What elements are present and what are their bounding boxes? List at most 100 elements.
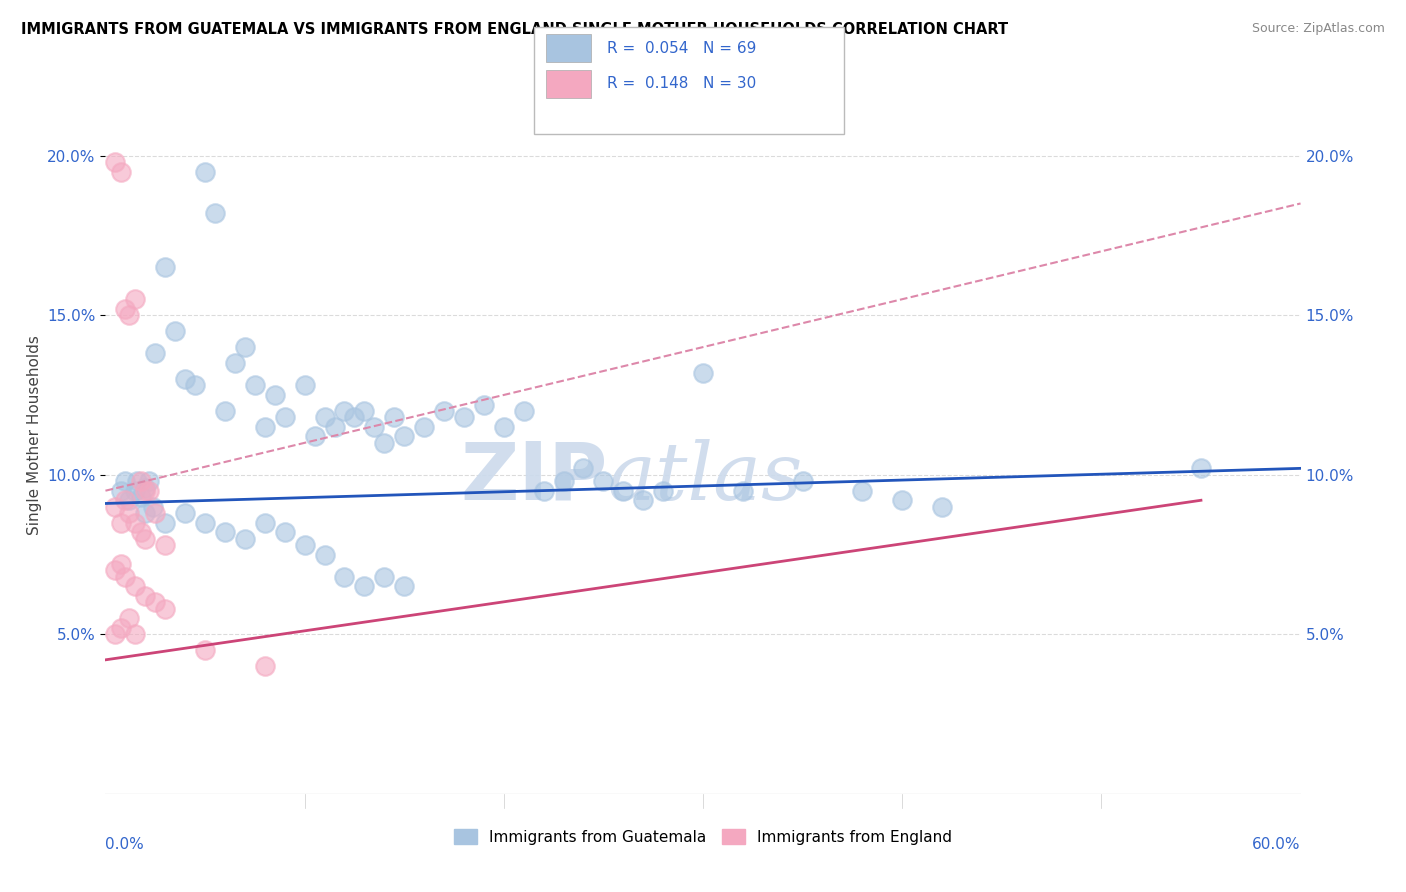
Legend: Immigrants from Guatemala, Immigrants from England: Immigrants from Guatemala, Immigrants fr… [449,822,957,851]
Point [110,557,132,571]
Point [124,579,146,593]
Point [194,164,217,178]
Point [143,595,166,609]
Point [134,506,156,520]
Point [392,579,416,593]
Point [114,570,136,584]
Point [114,493,136,508]
Point [174,372,197,386]
Text: ZIP: ZIP [460,439,607,517]
Point [110,483,132,498]
Point [453,410,475,425]
Point [127,474,149,488]
Point [153,601,177,615]
Point [253,516,276,530]
Point [263,388,285,402]
Point [110,621,132,635]
Point [304,429,326,443]
Point [124,483,146,498]
Point [134,483,156,498]
Point [129,474,153,488]
Point [294,378,316,392]
Point [118,308,141,322]
Point [104,155,127,169]
Text: 0.0%: 0.0% [105,837,145,852]
Point [204,206,226,220]
Point [233,340,256,354]
Point [314,548,336,562]
Point [353,404,375,418]
Point [110,516,132,530]
Point [612,483,634,498]
Point [294,538,316,552]
Point [224,356,246,370]
Point [153,260,177,275]
Point [253,659,276,673]
Point [492,420,515,434]
Point [143,506,166,520]
Point [134,481,156,495]
Point [323,420,346,434]
Point [572,461,595,475]
Point [118,506,141,520]
Point [138,474,160,488]
Point [333,570,356,584]
Point [153,516,177,530]
Point [792,474,814,488]
Point [1189,461,1212,475]
Point [353,579,375,593]
Point [273,410,295,425]
Point [472,398,495,412]
Point [692,366,714,380]
Point [153,538,177,552]
Point [373,570,395,584]
Point [118,493,141,508]
Point [124,292,146,306]
Point [233,532,256,546]
Point [138,483,160,498]
Point [184,378,207,392]
Point [134,532,156,546]
Point [118,611,141,625]
Point [143,346,166,360]
Text: atlas: atlas [607,439,803,516]
Point [129,525,153,540]
Point [134,589,156,603]
Point [273,525,295,540]
Point [433,404,456,418]
Point [731,483,754,498]
Point [124,516,146,530]
Point [413,420,436,434]
Point [104,500,127,514]
Point [333,404,356,418]
Text: IMMIGRANTS FROM GUATEMALA VS IMMIGRANTS FROM ENGLAND SINGLE MOTHER HOUSEHOLDS CO: IMMIGRANTS FROM GUATEMALA VS IMMIGRANTS … [21,22,1008,37]
Text: Source: ZipAtlas.com: Source: ZipAtlas.com [1251,22,1385,36]
Point [104,564,127,578]
Point [363,420,385,434]
Point [851,483,873,498]
Point [142,500,165,514]
Point [114,301,136,316]
Point [592,474,614,488]
Text: 60.0%: 60.0% [1253,837,1301,852]
Point [104,627,127,641]
Point [124,627,146,641]
Point [214,525,236,540]
Point [392,429,416,443]
Point [194,516,217,530]
Point [373,435,395,450]
Point [194,643,217,657]
Text: R =  0.148   N = 30: R = 0.148 N = 30 [607,77,756,91]
Point [533,483,555,498]
Point [553,474,575,488]
Y-axis label: Single Mother Households: Single Mother Households [27,334,42,535]
Point [633,493,655,508]
Point [382,410,405,425]
Point [165,324,187,338]
Text: R =  0.054   N = 69: R = 0.054 N = 69 [607,41,756,55]
Point [110,164,132,178]
Point [931,500,953,514]
Point [652,483,675,498]
Point [891,493,914,508]
Point [513,404,536,418]
